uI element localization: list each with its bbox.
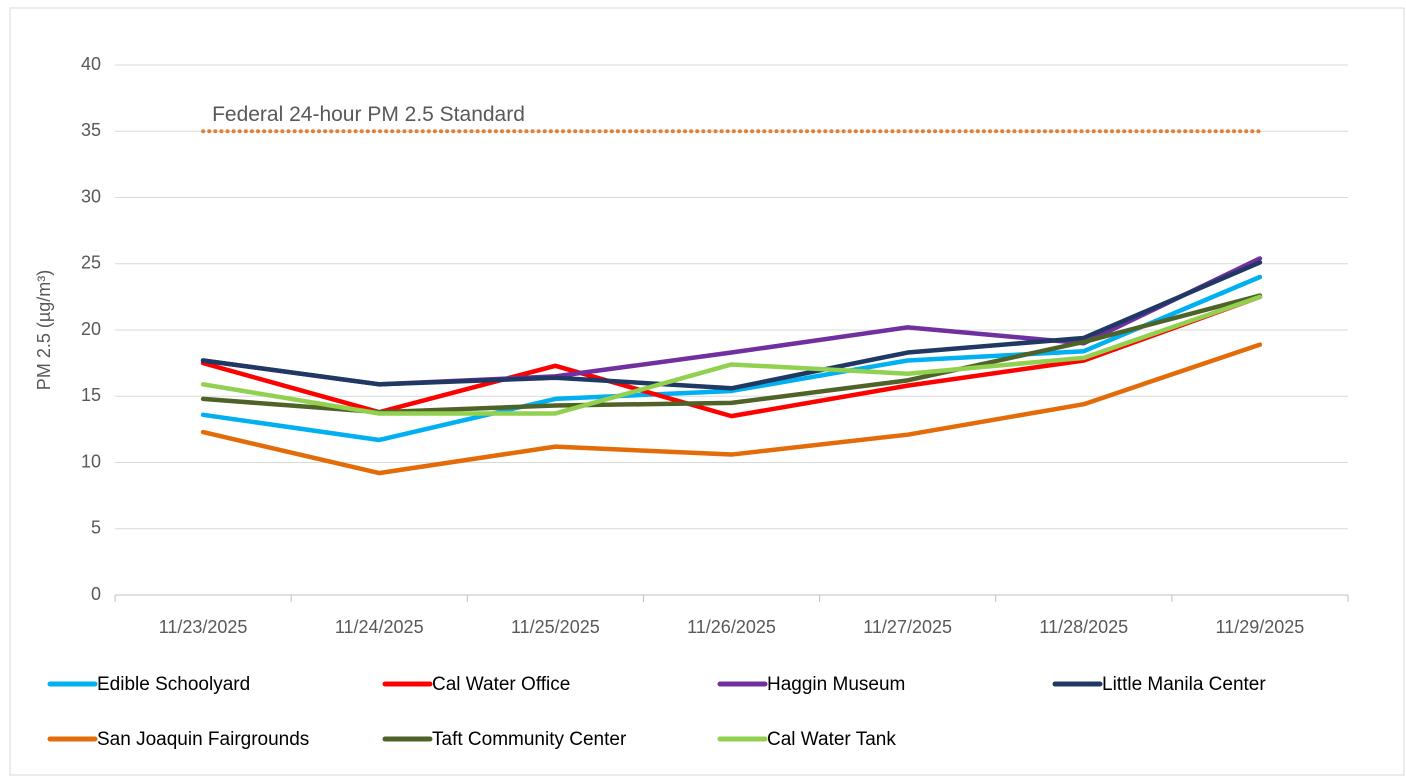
legend-label: Haggin Museum [767, 674, 905, 695]
x-tick-label: 11/24/2025 [335, 617, 424, 637]
y-tick-label: 40 [81, 54, 101, 74]
series-line [200, 260, 1263, 391]
y-tick-label: 5 [91, 518, 101, 538]
y-tick-label: 35 [81, 120, 101, 140]
y-axis-label: PM 2.5 (µg/m³) [34, 270, 54, 390]
legend-label: Little Manila Center [1102, 674, 1266, 695]
x-tick-label: 11/26/2025 [687, 617, 776, 637]
y-tick-label: 25 [81, 253, 101, 273]
legend: Edible Schoolyard Cal Water Office Haggin … [47, 674, 1266, 750]
legend-label: Edible Schoolyard [97, 674, 250, 695]
series-line [200, 274, 1263, 443]
legend-label: Cal Water Office [432, 674, 570, 695]
series-line [200, 294, 1263, 416]
chart-border [9, 7, 1405, 776]
x-tick-label: 11/29/2025 [1216, 617, 1305, 637]
x-tick-label: 11/28/2025 [1039, 617, 1128, 637]
x-tick-label: 11/23/2025 [159, 617, 248, 637]
y-tick-label: 10 [81, 451, 101, 471]
x-tick-label: 11/27/2025 [863, 617, 952, 637]
legend-label: San Joaquin Fairgrounds [97, 729, 309, 750]
y-tick-label: 0 [91, 584, 101, 604]
legend-label: Taft Community Center [432, 729, 627, 750]
y-tick-label: 15 [81, 385, 101, 405]
reference-label: Federal 24-hour PM 2.5 Standard [212, 103, 525, 126]
y-tick-label: 20 [81, 319, 101, 339]
legend-label: Cal Water Tank [767, 729, 896, 750]
x-tick-label: 11/25/2025 [511, 617, 600, 637]
series-line [200, 342, 1263, 476]
y-tick-label: 30 [81, 186, 101, 206]
